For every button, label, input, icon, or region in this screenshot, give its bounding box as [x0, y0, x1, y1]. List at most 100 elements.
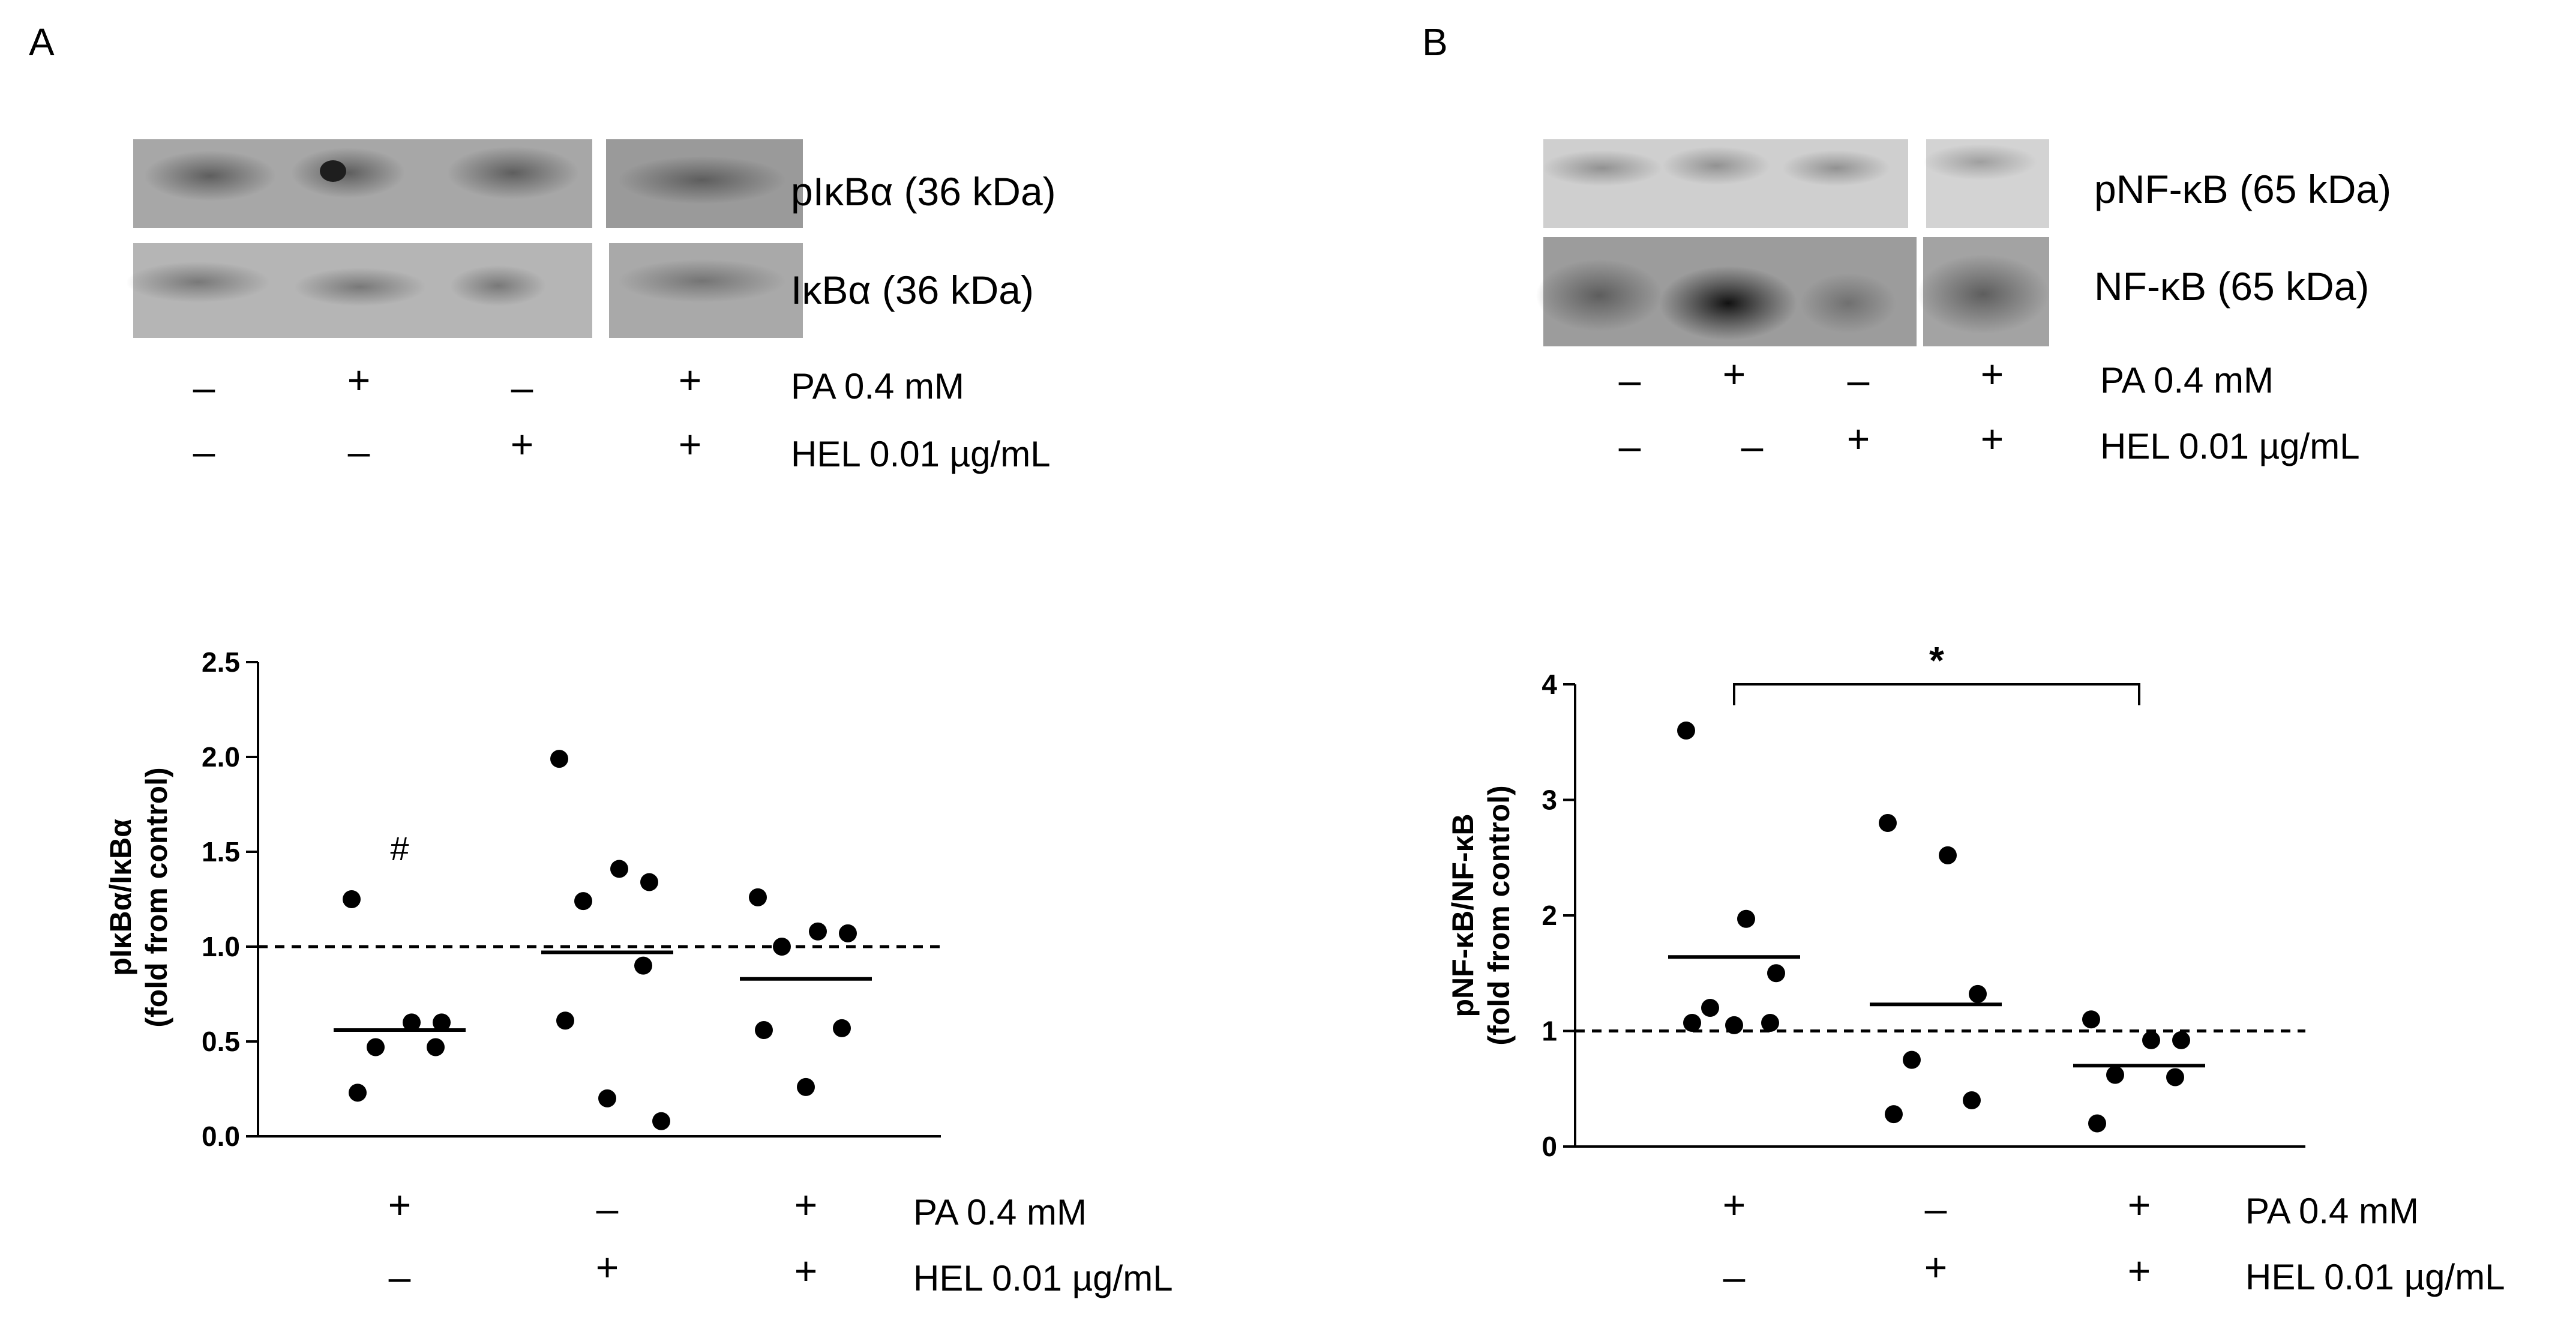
data-point: [2172, 1031, 2190, 1049]
y-axis-label: pNF-κB/NF-κB(fold from control): [1446, 785, 1516, 1045]
blot-a-sign: –: [193, 429, 215, 474]
data-point: [2166, 1068, 2184, 1086]
data-point: [640, 873, 658, 891]
data-point: [1725, 1016, 1743, 1034]
data-point: [367, 1038, 385, 1056]
blot-b-row-2-label: NF-κB (65 kDa): [2094, 264, 2369, 309]
blot-b-sign: +: [1847, 417, 1870, 461]
y-tick-label: 3: [1542, 785, 1557, 816]
blot-b-row-2: [1536, 237, 2049, 346]
group-annotation: #: [390, 830, 409, 867]
data-point: [343, 890, 361, 908]
blot-b-conditions: – + – + – – + +: [1619, 352, 2004, 468]
blot-b-sign: +: [1981, 417, 2004, 461]
y-tick-label: 1.5: [202, 836, 240, 867]
data-point: [433, 1013, 451, 1032]
blot-a-sign: +: [347, 358, 371, 402]
blot-a-condition-label: PA 0.4 mM: [791, 366, 964, 406]
data-point: [1939, 846, 1957, 864]
data-point: [2142, 1031, 2160, 1049]
y-axis-label-line: (fold from control): [1482, 785, 1516, 1045]
chart-b-sign: +: [1723, 1183, 1746, 1227]
data-point: [598, 1089, 616, 1108]
chart-b-sign: +: [2128, 1183, 2151, 1227]
panel-b-label: B: [1422, 20, 1448, 64]
data-point: [755, 1021, 773, 1040]
data-point: [556, 1011, 574, 1030]
blot-b-condition-label: HEL 0.01 µg/mL: [2100, 426, 2360, 466]
blot-a-sign: –: [348, 429, 370, 474]
chart-a-condition-label: HEL 0.01 µg/mL: [913, 1258, 1173, 1298]
y-tick-label: 2.5: [202, 646, 240, 678]
blot-a-sign: +: [679, 422, 702, 466]
blot-b-sign: –: [1619, 358, 1641, 402]
chart-b-condition-label: HEL 0.01 µg/mL: [2245, 1257, 2505, 1297]
data-point: [833, 1019, 851, 1037]
significance-bracket: [1733, 683, 2140, 705]
data-point: [652, 1112, 670, 1130]
data-point: [1903, 1050, 1921, 1069]
chart-a-condition-label: PA 0.4 mM: [913, 1192, 1087, 1232]
data-point: [797, 1077, 815, 1096]
data-point: [1737, 909, 1755, 928]
chart-a-sign: +: [794, 1249, 818, 1293]
blot-a-sign: +: [679, 358, 702, 402]
data-point: [403, 1013, 421, 1032]
blot-a-sign: –: [193, 365, 215, 409]
data-point: [1963, 1091, 1981, 1109]
data-point: [550, 750, 568, 768]
blot-b-condition-label: PA 0.4 mM: [2100, 360, 2274, 400]
y-tick-label: 0: [1542, 1131, 1557, 1162]
data-point: [1767, 964, 1785, 983]
data-point: [349, 1083, 367, 1102]
y-tick-label: 0.5: [202, 1026, 240, 1057]
chart-b-condition-label: PA 0.4 mM: [2245, 1191, 2419, 1231]
blot-b-sign: –: [1619, 424, 1641, 468]
data-point: [427, 1038, 445, 1056]
chart-a: 0.0 0.5 1.0 1.5 2.0 2.5 pIκBα/IκBα(fold from c…: [104, 646, 941, 1152]
chart-a-sign: +: [794, 1183, 818, 1227]
blot-b-sign: +: [1723, 352, 1746, 396]
blot-b-row-1: [1542, 139, 2049, 228]
blot-a-sign: –: [511, 365, 533, 409]
blot-a-row-1: [133, 139, 803, 228]
data-point: [634, 956, 652, 975]
blot-a-row-1-label: pIκBα (36 kDa): [791, 169, 1056, 214]
chart-b: 0 1 2 3 4 pNF-κB/NF-κB(fold from control) *: [1446, 639, 2305, 1162]
chart-b-sign: +: [2128, 1249, 2151, 1293]
data-point: [1677, 722, 1695, 740]
chart-a-sign: +: [596, 1245, 619, 1289]
y-tick-label: 0.0: [202, 1121, 240, 1152]
significance-marker: *: [1929, 639, 1944, 682]
chart-b-conditions: + – + – + +: [1723, 1183, 2151, 1299]
chart-b-sign: +: [1924, 1245, 1948, 1289]
blot-b-row-1-label: pNF-κB (65 kDa): [2094, 167, 2391, 211]
y-axis-label: pIκBα/IκBα(fold from control): [104, 767, 173, 1027]
data-point: [2082, 1010, 2100, 1029]
blot-b-sign: –: [1848, 358, 1870, 402]
blot-a-row-2-label: IκBα (36 kDa): [791, 268, 1034, 312]
data-point: [839, 924, 857, 942]
blot-b-sign: +: [1981, 352, 2004, 396]
y-tick-label: 1: [1542, 1016, 1557, 1047]
data-point: [809, 922, 827, 941]
data-point: [1701, 999, 1719, 1017]
y-tick-label: 2.0: [202, 741, 240, 773]
panel-a-label: A: [29, 20, 55, 64]
chart-b-sign: –: [1723, 1255, 1746, 1299]
y-tick-label: 2: [1542, 900, 1557, 931]
blot-a-conditions: – + – + – – + +: [193, 358, 702, 474]
data-point: [610, 860, 628, 878]
y-tick-label: 4: [1542, 669, 1557, 700]
blot-a-condition-label: HEL 0.01 µg/mL: [791, 434, 1051, 474]
data-point: [2106, 1065, 2124, 1084]
y-axis-label-line: pNF-κB/NF-κB: [1446, 813, 1480, 1017]
panel-b: B pNF-κB (65 kDa) NF-κB (65 kDa) – + – +: [1422, 20, 2505, 1299]
data-point: [2088, 1114, 2106, 1133]
blot-a-row-2: [126, 243, 803, 338]
data-point: [574, 892, 592, 911]
data-point: [1879, 814, 1897, 832]
panel-a: A pIκBα (36 kDa) IκBα (36 kDa) – + –: [29, 20, 1173, 1299]
chart-a-sign: –: [596, 1186, 619, 1231]
